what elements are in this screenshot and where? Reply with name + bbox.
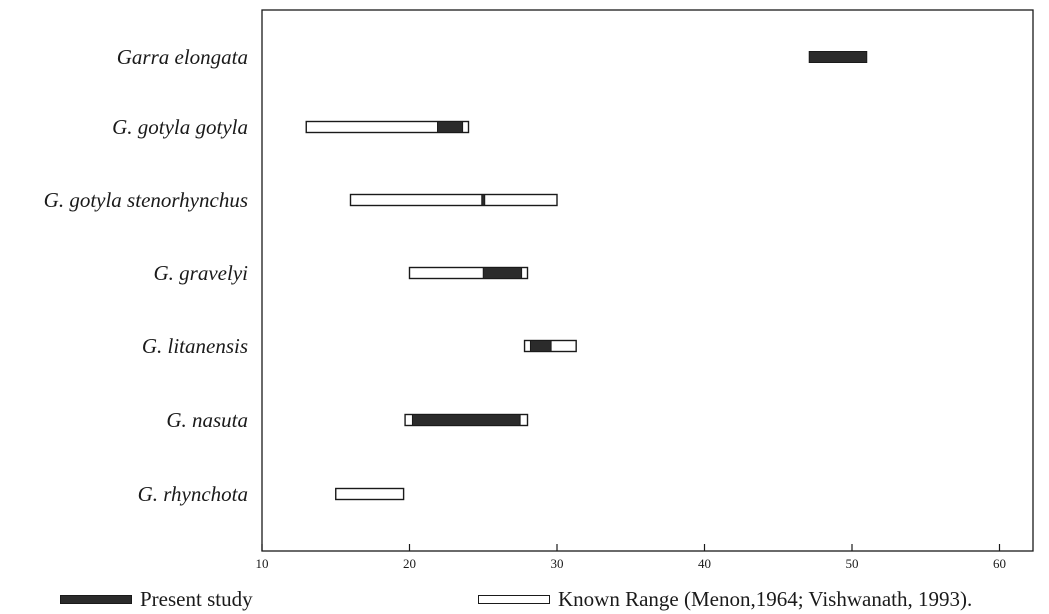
x-tick-label: 40 [698, 556, 711, 571]
legend-present-study: Present study [60, 586, 253, 611]
known-range-bar [305, 120, 470, 134]
range-bars [305, 51, 868, 501]
x-tick-label: 10 [256, 556, 269, 571]
x-tick-label: 20 [403, 556, 416, 571]
x-axis-ticks: 10 20 30 40 50 60 [256, 544, 1006, 571]
present-study-bar [482, 267, 523, 279]
range-chart: Garra elongata G. gotyla gotyla G. gotyla … [44, 9, 1034, 571]
legend-present-study-label: Present study [140, 586, 253, 611]
known-range-bar [408, 266, 529, 280]
present-study-bar [808, 51, 868, 63]
legend-known-range-label: Known Range (Menon,1964; Vishwanath, 199… [558, 586, 973, 611]
category-label: G. gravelyi [154, 261, 249, 285]
category-label: Garra elongata [117, 45, 248, 69]
known-range-bar [349, 193, 558, 207]
category-label: G. nasuta [166, 408, 248, 432]
present-study-bar [411, 414, 521, 426]
present-study-bar [481, 194, 486, 206]
x-tick-label: 60 [993, 556, 1006, 571]
category-labels: Garra elongata G. gotyla gotyla G. gotyla … [44, 45, 248, 506]
plot-frame [261, 9, 1034, 552]
category-label: G. rhynchota [138, 482, 248, 506]
legend-known-range: Known Range (Menon,1964; Vishwanath, 199… [478, 586, 973, 611]
category-label: G. gotyla stenorhynchus [44, 188, 248, 212]
present-study-bar [529, 340, 552, 352]
known-range-bar [335, 487, 405, 501]
legend-open-swatch [478, 594, 550, 604]
x-tick-label: 50 [846, 556, 859, 571]
category-label: G. litanensis [142, 334, 248, 358]
x-tick-label: 30 [551, 556, 564, 571]
category-label: G. gotyla gotyla [112, 115, 248, 139]
present-study-bar [437, 121, 464, 133]
legend-filled-swatch [60, 594, 132, 604]
